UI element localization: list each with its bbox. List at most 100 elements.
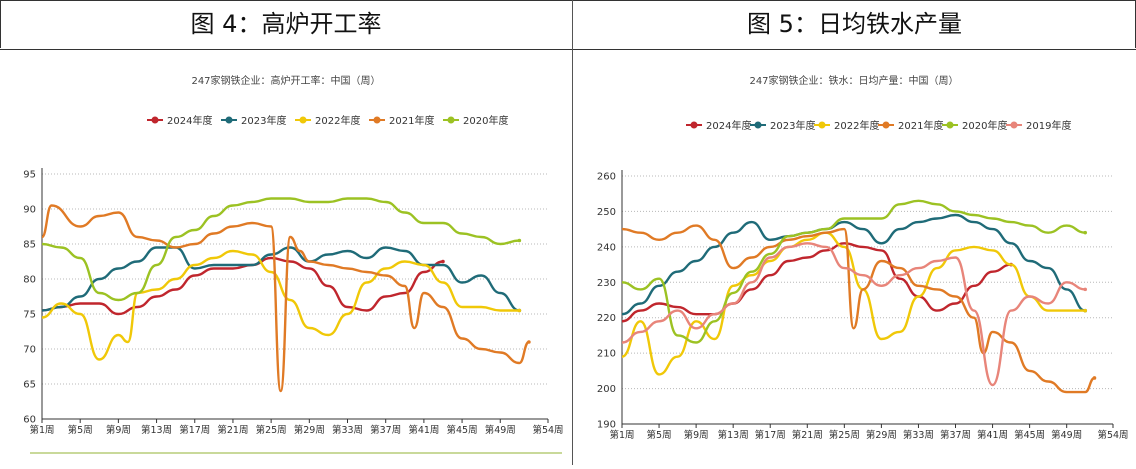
legend-marker	[754, 121, 762, 129]
chart-blast-furnace-rate: 247家钢铁企业：高炉开工率：中国（周） 2024年度 2023年度 2022年度 20…	[0, 48, 572, 465]
chart-title: 247家钢铁企业：铁水：日均产量：中国（周）	[749, 74, 958, 87]
legend-marker	[225, 116, 233, 124]
legend-label: 2023年度	[770, 119, 815, 132]
y-tick-label: 70	[23, 345, 36, 356]
legend-item-2[interactable]: 2022年度	[814, 119, 879, 132]
y-tick-label: 65	[23, 380, 36, 391]
series-line-1[interactable]	[41, 246, 520, 312]
x-tick-label: 第5周	[68, 424, 93, 436]
legend-marker	[373, 116, 381, 124]
legend-marker	[1010, 121, 1018, 129]
header-row	[0, 0, 1136, 50]
series-line-2[interactable]	[621, 231, 1086, 376]
x-tick-label: 第29周	[294, 424, 325, 436]
series-line-5[interactable]	[621, 242, 1086, 387]
legend-marker	[151, 116, 159, 124]
series-end-point-5	[1083, 287, 1088, 292]
chart-title: 247家钢铁企业：高炉开工率：中国（周）	[191, 74, 380, 87]
x-tick-label: 第5周	[647, 429, 672, 441]
series-line-1[interactable]	[621, 213, 1086, 316]
legend-item-0[interactable]: 2024年度	[147, 114, 212, 127]
legend-item-2[interactable]: 2022年度	[295, 114, 360, 127]
series-end-point-0	[441, 259, 445, 264]
y-tick-label: 230	[597, 278, 616, 289]
series-end-point-4	[517, 238, 522, 243]
x-tick-label: 第21周	[792, 429, 823, 441]
figure-5-heading: 图 5：日均铁水产量	[747, 10, 962, 38]
x-tick-label: 第13周	[718, 429, 749, 441]
legend-marker	[946, 121, 954, 129]
x-tick-label: 第41周	[977, 429, 1008, 441]
left-border	[0, 0, 1, 48]
y-tick-label: 75	[23, 310, 36, 321]
x-tick-label: 第17周	[755, 429, 786, 441]
legend-label: 2022年度	[834, 119, 879, 132]
series-end-point-3	[527, 340, 531, 344]
chart-daily-iron-output: 247家钢铁企业：铁水：日均产量：中国（周） 2024年度 2023年度 2022年度…	[573, 48, 1136, 465]
series-end-point-2	[1083, 308, 1088, 313]
y-tick-label: 250	[597, 207, 616, 218]
legend-item-3[interactable]: 2021年度	[369, 114, 434, 127]
figure-4-heading: 图 4：高炉开工率	[190, 10, 382, 38]
legend-item-4[interactable]: 2020年度	[942, 119, 1007, 132]
y-tick-label: 220	[597, 313, 616, 324]
legend-item-5[interactable]: 2019年度	[1006, 119, 1071, 132]
legend-marker	[447, 116, 455, 124]
legend-item-1[interactable]: 2023年度	[750, 119, 815, 132]
x-tick-label: 第41周	[408, 424, 439, 436]
series-line-0[interactable]	[41, 256, 444, 316]
legend-label: 2022年度	[315, 114, 360, 127]
legend-label: 2020年度	[463, 114, 508, 127]
legend-item-3[interactable]: 2021年度	[878, 119, 943, 132]
x-tick-label: 第1周	[29, 424, 54, 436]
legend-label: 2019年度	[1026, 119, 1071, 132]
legend-item-1[interactable]: 2023年度	[221, 114, 286, 127]
x-tick-label: 第9周	[684, 429, 709, 441]
series-end-point-3	[1092, 376, 1097, 380]
chart-daily-iron-output-svg: 247家钢铁企业：铁水：日均产量：中国（周） 2024年度 2023年度 2022年度…	[597, 74, 1129, 441]
x-tick-label: 第21周	[217, 424, 248, 436]
series-line-4[interactable]	[621, 199, 1086, 344]
legend-marker	[299, 116, 307, 124]
y-tick-label: 210	[597, 349, 616, 360]
legend-marker	[690, 121, 698, 129]
y-tick-label: 190	[597, 420, 616, 431]
y-tick-label: 90	[23, 205, 36, 216]
series-line-3[interactable]	[40, 204, 530, 393]
legend-label: 2020年度	[962, 119, 1007, 132]
x-tick-label: 第54周	[532, 424, 563, 436]
x-tick-label: 第33周	[903, 429, 934, 441]
x-tick-label: 第25周	[829, 429, 860, 441]
x-tick-label: 第1周	[609, 429, 634, 441]
legend-label: 2021年度	[898, 119, 943, 132]
y-tick-label: 85	[23, 240, 36, 251]
legend-item-0[interactable]: 2024年度	[686, 119, 751, 132]
x-tick-label: 第37周	[370, 424, 401, 436]
legend-marker	[882, 121, 890, 129]
legend-label: 2021年度	[389, 114, 434, 127]
x-tick-label: 第33周	[332, 424, 363, 436]
series-line-2[interactable]	[41, 249, 520, 361]
y-tick-label: 200	[597, 384, 616, 395]
series-line-3[interactable]	[621, 224, 1095, 394]
series-end-point-2	[517, 308, 522, 313]
y-tick-label: 80	[23, 275, 36, 286]
x-tick-label: 第25周	[256, 424, 287, 436]
chart-blast-furnace-rate-svg: 247家钢铁企业：高炉开工率：中国（周） 2024年度 2023年度 2022年度 20…	[23, 74, 563, 436]
column-divider	[572, 0, 573, 465]
x-tick-label: 第49周	[1051, 429, 1082, 441]
x-tick-label: 第45周	[447, 424, 478, 436]
legend-item-4[interactable]: 2020年度	[443, 114, 508, 127]
footer-line	[30, 452, 562, 454]
x-tick-label: 第17周	[179, 424, 210, 436]
x-tick-label: 第37周	[940, 429, 971, 441]
y-tick-label: 240	[597, 242, 616, 253]
x-tick-label: 第45周	[1014, 429, 1045, 441]
legend-label: 2024年度	[167, 114, 212, 127]
series-line-0[interactable]	[621, 242, 1012, 323]
y-tick-label: 95	[23, 170, 36, 181]
legend-label: 2023年度	[241, 114, 286, 127]
series-line-4[interactable]	[41, 197, 520, 302]
x-tick-label: 第49周	[485, 424, 516, 436]
